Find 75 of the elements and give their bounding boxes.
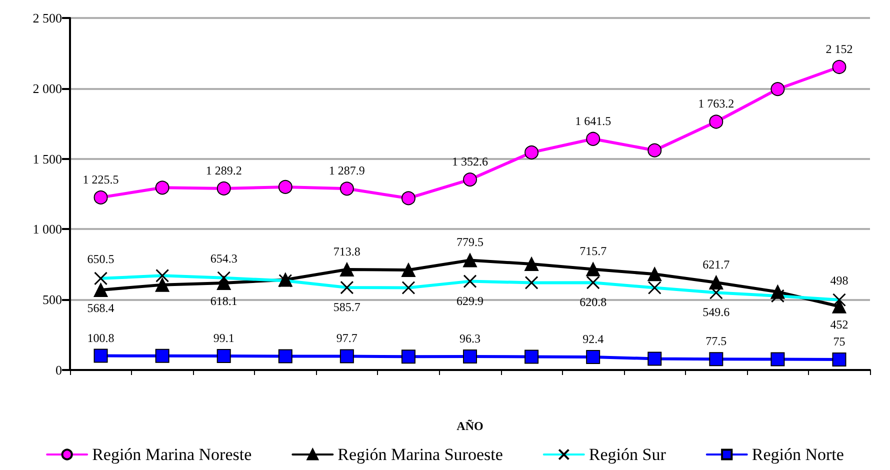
data-label: 97.7: [336, 331, 358, 346]
data-label: 75: [833, 334, 846, 348]
point: [586, 350, 600, 364]
y-tick-label: 2 500: [32, 10, 62, 26]
data-label: 92.4: [582, 332, 604, 346]
data-label: 1 641.5: [575, 114, 612, 128]
point: [648, 143, 662, 158]
point: [401, 350, 416, 364]
data-label: 100.8: [87, 330, 114, 345]
data-label: 650.5: [87, 252, 114, 266]
point: [463, 349, 477, 364]
data-label: 77.5: [706, 334, 727, 348]
point: [401, 191, 416, 206]
point: [770, 82, 785, 96]
legend-label: Región Sur: [588, 445, 666, 464]
y-tick-label: 500: [42, 292, 62, 308]
data-label: 621.7: [702, 257, 730, 272]
data-label: 779.5: [456, 235, 484, 250]
point: [155, 348, 170, 363]
point: [586, 132, 600, 146]
legend-label: Región Marina Noreste: [92, 445, 252, 464]
data-label: 620.8: [580, 295, 607, 310]
point: [524, 256, 539, 271]
data-label: 99.1: [213, 331, 234, 346]
point: [832, 60, 846, 74]
point: [586, 262, 600, 276]
point: [709, 352, 724, 366]
data-label: 2 152: [826, 42, 853, 56]
data-label: 568.4: [87, 300, 114, 315]
point: [216, 349, 231, 364]
point: [278, 349, 292, 364]
data-label: 1 352.6: [452, 154, 488, 169]
legend-label: Región Marina Suroeste: [338, 445, 503, 464]
data-label: 618.1: [210, 294, 238, 308]
point: [648, 352, 662, 366]
point: [524, 350, 539, 364]
point: [832, 299, 846, 314]
point: [340, 349, 354, 364]
point: [216, 276, 231, 290]
data-label: 654.3: [210, 251, 238, 266]
y-tick-label: 1 500: [32, 151, 62, 166]
point: [155, 180, 170, 195]
point: [401, 263, 416, 278]
data-label: 452: [830, 317, 848, 332]
point: [340, 262, 354, 276]
data-label: 715.7: [580, 244, 607, 258]
data-label: 1 287.9: [328, 164, 365, 178]
y-tick-label: 1 000: [32, 222, 62, 237]
legend-label: Región Norte: [752, 445, 844, 464]
point: [832, 352, 846, 366]
point: [94, 282, 108, 297]
point: [524, 145, 539, 160]
point: [94, 348, 108, 363]
point: [463, 172, 477, 187]
point: [770, 352, 785, 366]
x-axis-title: AÑO: [456, 419, 484, 433]
point: [648, 267, 662, 282]
data-label: 585.7: [333, 300, 360, 314]
point: [463, 253, 477, 268]
y-tick-label: 2 000: [32, 80, 62, 96]
data-label: 1 289.2: [206, 163, 242, 178]
point: [340, 182, 354, 196]
data-label: 549.6: [702, 305, 730, 320]
data-label: 96.3: [460, 331, 480, 346]
point: [278, 180, 292, 194]
data-label: 1 763.2: [698, 96, 734, 111]
point: [94, 190, 108, 204]
point: [216, 181, 231, 196]
data-label: 1 225.5: [82, 172, 119, 186]
data-label: 713.8: [333, 244, 360, 258]
y-tick-label: 0: [56, 362, 62, 378]
data-label: 498: [830, 273, 848, 288]
data-label: 629.9: [456, 294, 484, 308]
point: [709, 114, 724, 129]
point: [155, 278, 170, 292]
